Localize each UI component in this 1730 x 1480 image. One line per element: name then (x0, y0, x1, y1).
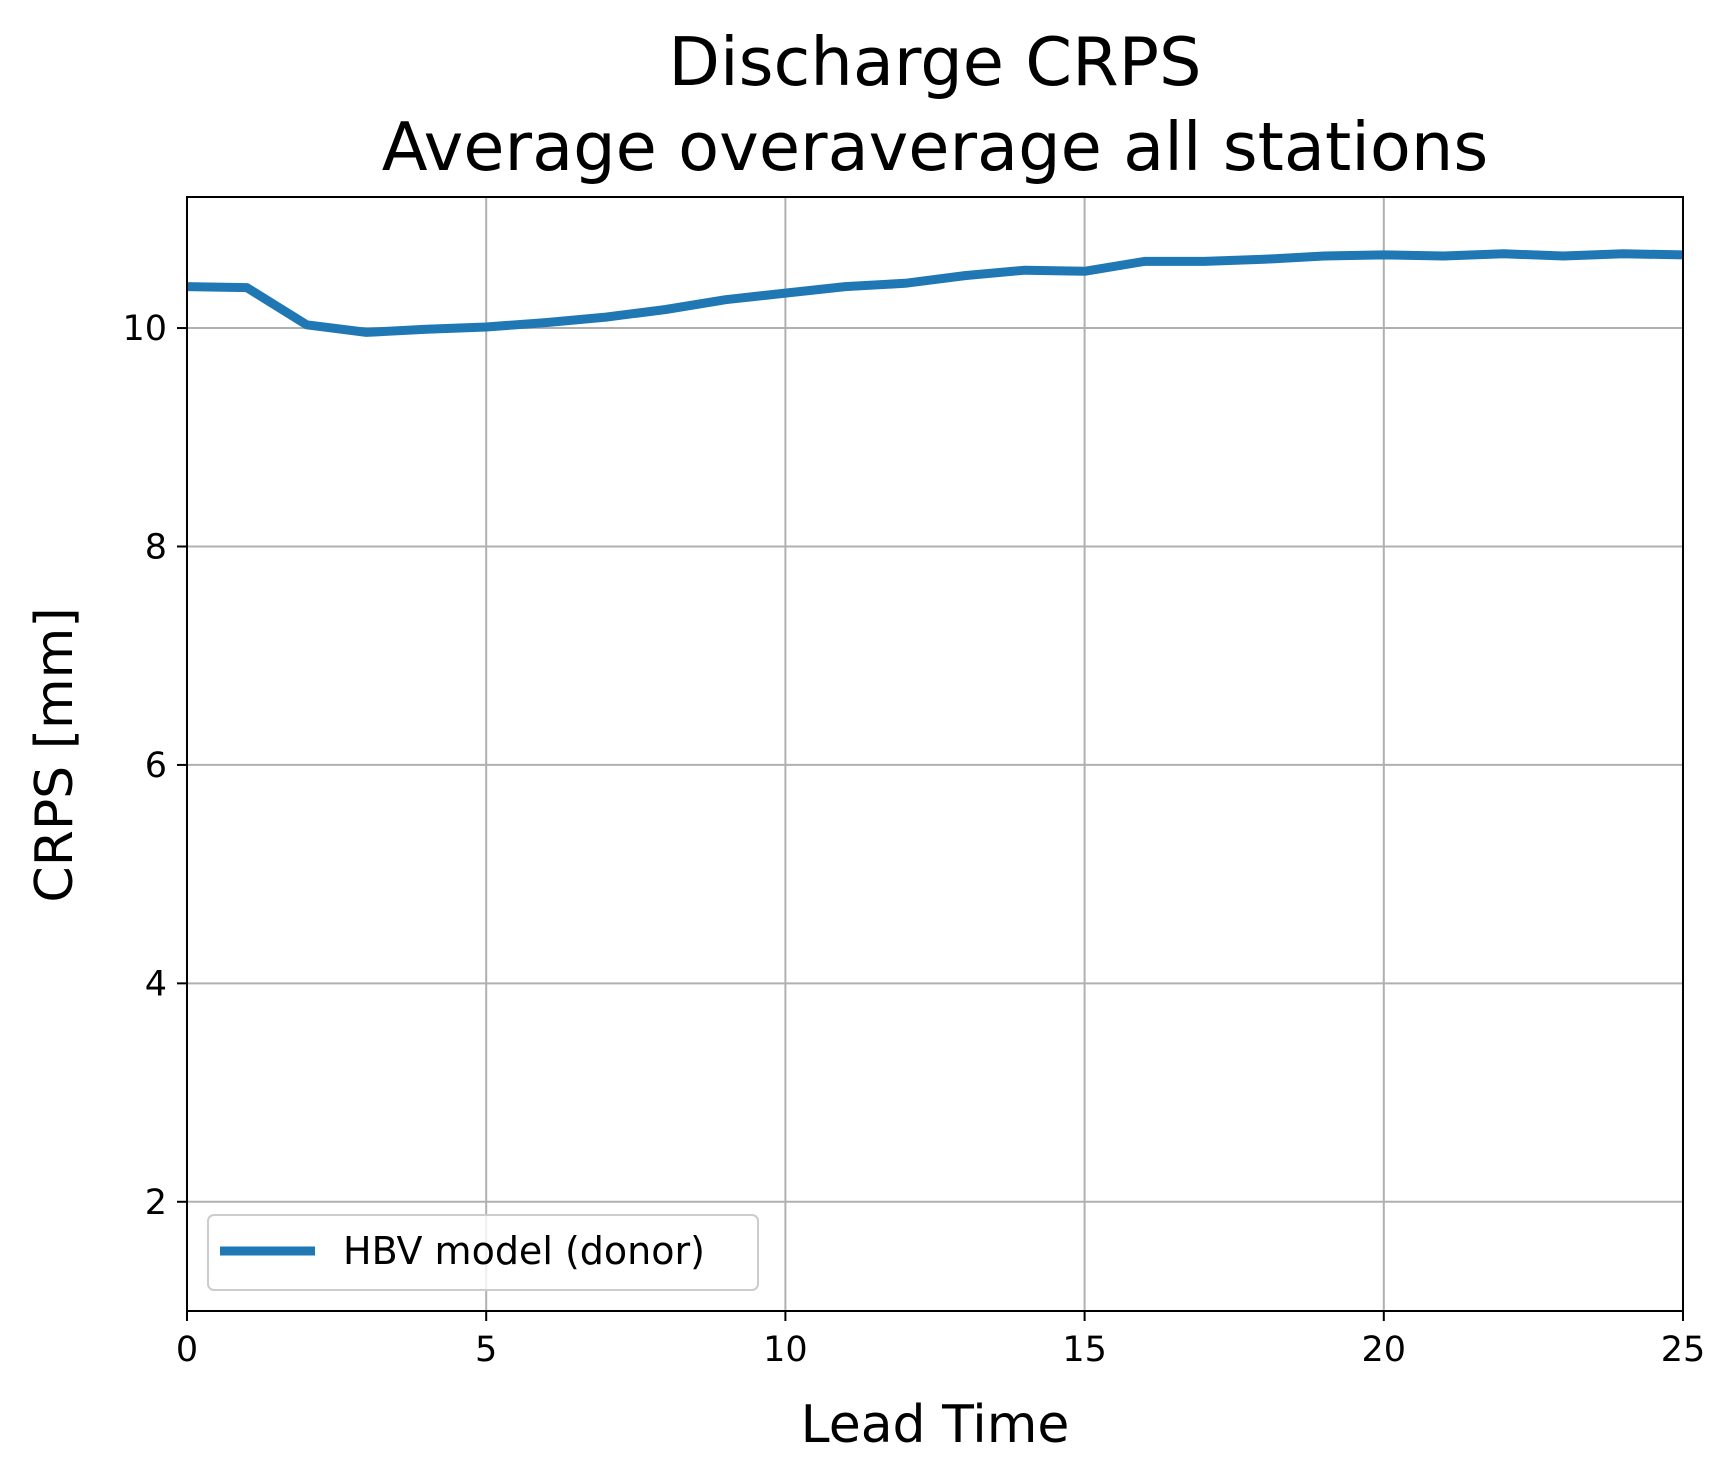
x-axis-label: Lead Time (801, 1395, 1070, 1455)
axes-frame (186, 196, 1684, 1312)
x-axis-ticks: 0 5 10 15 20 25 (176, 1311, 1705, 1370)
x-tick-label: 0 (176, 1330, 198, 1370)
series-layer (186, 249, 1684, 337)
legend: HBV model (donor) (207, 1214, 759, 1291)
chart-subtitle: Average overaverage all stations (382, 108, 1488, 186)
y-tick-label: 4 (145, 964, 167, 1004)
x-tick-label: 5 (475, 1330, 497, 1370)
x-tick-label: 10 (763, 1330, 808, 1370)
grid (186, 197, 1684, 1311)
legend-box (207, 1214, 759, 1291)
series-line-hbv-model (186, 249, 1684, 337)
x-tick-label: 25 (1661, 1330, 1706, 1370)
y-tick-label: 2 (145, 1183, 167, 1223)
y-tick-label: 10 (122, 309, 167, 349)
chart-title: Discharge CRPS (668, 23, 1201, 101)
y-tick-label: 8 (145, 527, 167, 567)
y-axis-ticks: 2 4 6 8 10 (122, 309, 187, 1223)
y-tick-label: 6 (145, 746, 167, 786)
legend-label-hbv: HBV model (donor) (343, 1229, 705, 1273)
x-tick-label: 15 (1062, 1330, 1107, 1370)
y-axis-label: CRPS [mm] (25, 607, 85, 902)
x-tick-label: 20 (1362, 1330, 1407, 1370)
